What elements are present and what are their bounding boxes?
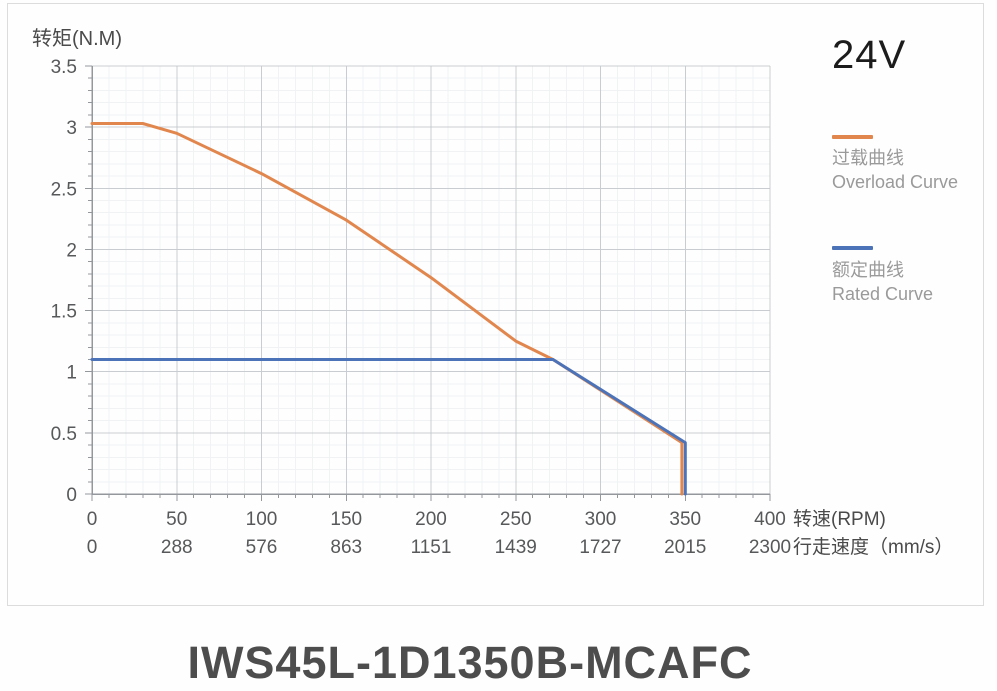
x-tick-label-rpm: 400 — [754, 509, 786, 530]
y-tick-label: 2 — [66, 240, 77, 261]
y-tick-label: 3 — [66, 118, 77, 139]
series-overload-curve — [90, 122, 684, 496]
overload-curve-swatch — [832, 135, 873, 139]
x-tick-label-mms: 288 — [161, 537, 193, 558]
y-tick-label: 0.5 — [51, 424, 77, 445]
rated-curve-label-zh: 额定曲线 — [832, 260, 904, 280]
series-rated-curve — [90, 358, 687, 496]
overload-curve-label-en: Overload Curve — [832, 172, 959, 192]
x-tick-label-mms: 2300 — [749, 537, 791, 558]
x-tick-label-rpm: 50 — [166, 509, 187, 530]
y-tick-label: 0 — [66, 485, 77, 506]
x-tick-label-rpm: 300 — [585, 509, 617, 530]
y-tick-label: 3.5 — [51, 57, 77, 78]
x-axis-title-speed: 行走速度（mm/s） — [793, 536, 953, 558]
axis-ticks — [85, 65, 771, 501]
y-tick-label: 1 — [66, 363, 77, 384]
x-axis-titles: 转速(RPM) 行走速度（mm/s） — [793, 508, 953, 558]
x-tick-label-rpm: 100 — [246, 509, 278, 530]
grid-minor — [92, 66, 770, 494]
overload-curve-label-zh: 过载曲线 — [832, 148, 904, 168]
rated-curve-swatch — [832, 246, 873, 250]
x-axis-title-rpm: 转速(RPM) — [793, 508, 886, 530]
torque-speed-chart: 0 0.5 1 1.5 2 2.5 3 3.5 0 50 100 150 200 250 300 350 400… — [51, 57, 954, 558]
x-tick-label-mms: 863 — [330, 537, 362, 558]
x-tick-label-rpm: 150 — [330, 509, 362, 530]
x-tick-label-mms: 2015 — [664, 537, 706, 558]
y-tick-label: 2.5 — [51, 179, 77, 200]
x-tick-label-mms: 0 — [87, 537, 98, 558]
rated-curve-label-en: Rated Curve — [832, 284, 934, 304]
x-tick-label-rpm: 350 — [669, 509, 701, 530]
x-tick-label-rpm: 250 — [500, 509, 532, 530]
x-tick-label-mms: 576 — [246, 537, 278, 558]
x-tick-label-mms: 1727 — [579, 537, 621, 558]
tick-labels: 0 0.5 1 1.5 2 2.5 3 3.5 0 50 100 150 200 250 300 350 400… — [51, 57, 792, 558]
x-tick-label-mms: 1439 — [495, 537, 537, 558]
y-tick-label: 1.5 — [51, 302, 77, 323]
voltage-label: 24V — [832, 33, 907, 77]
x-tick-label-mms: 1151 — [411, 537, 452, 558]
grid-major — [92, 65, 771, 494]
x-tick-label-rpm: 200 — [415, 509, 447, 530]
x-tick-label-rpm: 0 — [87, 509, 98, 530]
model-title: IWS45L-1D1350B-MCAFC — [187, 637, 753, 688]
y-axis-title: 转矩(N.M) — [32, 28, 122, 50]
